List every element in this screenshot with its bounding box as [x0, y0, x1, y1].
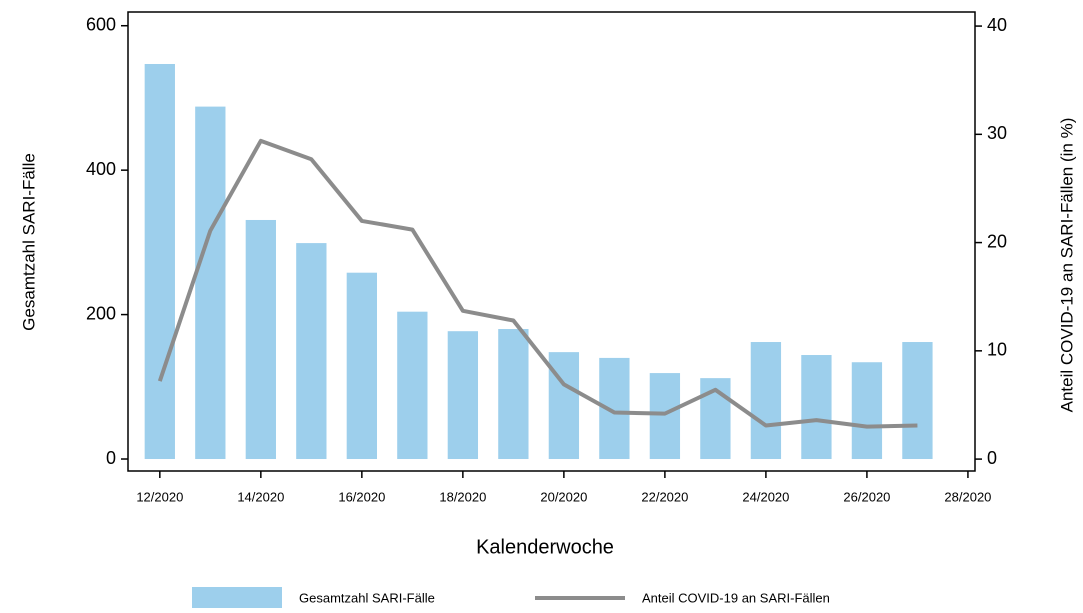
- y2-tick-label: 0: [987, 448, 997, 468]
- bar: [296, 243, 327, 460]
- y2-tick-label: 10: [987, 340, 1007, 360]
- bar: [801, 355, 832, 460]
- bar: [851, 362, 883, 460]
- bar: [649, 373, 681, 460]
- bar: [245, 219, 276, 460]
- bar: [346, 272, 377, 460]
- legend-swatch: [192, 587, 282, 608]
- bar: [397, 311, 428, 460]
- x-tick-label: 14/2020: [237, 489, 284, 504]
- x-tick-label: 12/2020: [136, 489, 183, 504]
- y2-axis-title: Anteil COVID-19 an SARI-Fällen (in %): [1057, 118, 1076, 413]
- x-tick-label: 24/2020: [742, 489, 789, 504]
- bar: [195, 106, 226, 460]
- y2-tick-label: 20: [987, 231, 1007, 251]
- bar: [902, 342, 933, 460]
- y2-tick-label: 30: [987, 123, 1007, 143]
- y-tick-label: 0: [106, 448, 116, 468]
- x-tick-label: 20/2020: [540, 489, 587, 504]
- bar: [750, 342, 782, 460]
- legend-label: Gesamtzahl SARI-Fälle: [299, 590, 435, 605]
- bar: [144, 63, 175, 460]
- y-tick-label: 200: [86, 303, 116, 323]
- y-tick-label: 600: [86, 14, 116, 34]
- bar: [498, 329, 529, 460]
- x-tick-label: 16/2020: [338, 489, 385, 504]
- plot-frame: [127, 11, 976, 472]
- x-tick-label: 28/2020: [944, 489, 991, 504]
- line: [157, 138, 918, 429]
- x-tick-label: 26/2020: [843, 489, 890, 504]
- bar: [447, 331, 479, 460]
- x-tick-label: 22/2020: [641, 489, 688, 504]
- y-axis-title: Gesamtzahl SARI-Fälle: [19, 153, 38, 331]
- x-tick-label: 18/2020: [439, 489, 486, 504]
- x-axis-title: Kalenderwoche: [476, 536, 614, 558]
- y-tick-label: 400: [86, 159, 116, 179]
- y2-tick-label: 40: [987, 15, 1007, 35]
- legend-label: Anteil COVID-19 an SARI-Fällen: [642, 590, 830, 605]
